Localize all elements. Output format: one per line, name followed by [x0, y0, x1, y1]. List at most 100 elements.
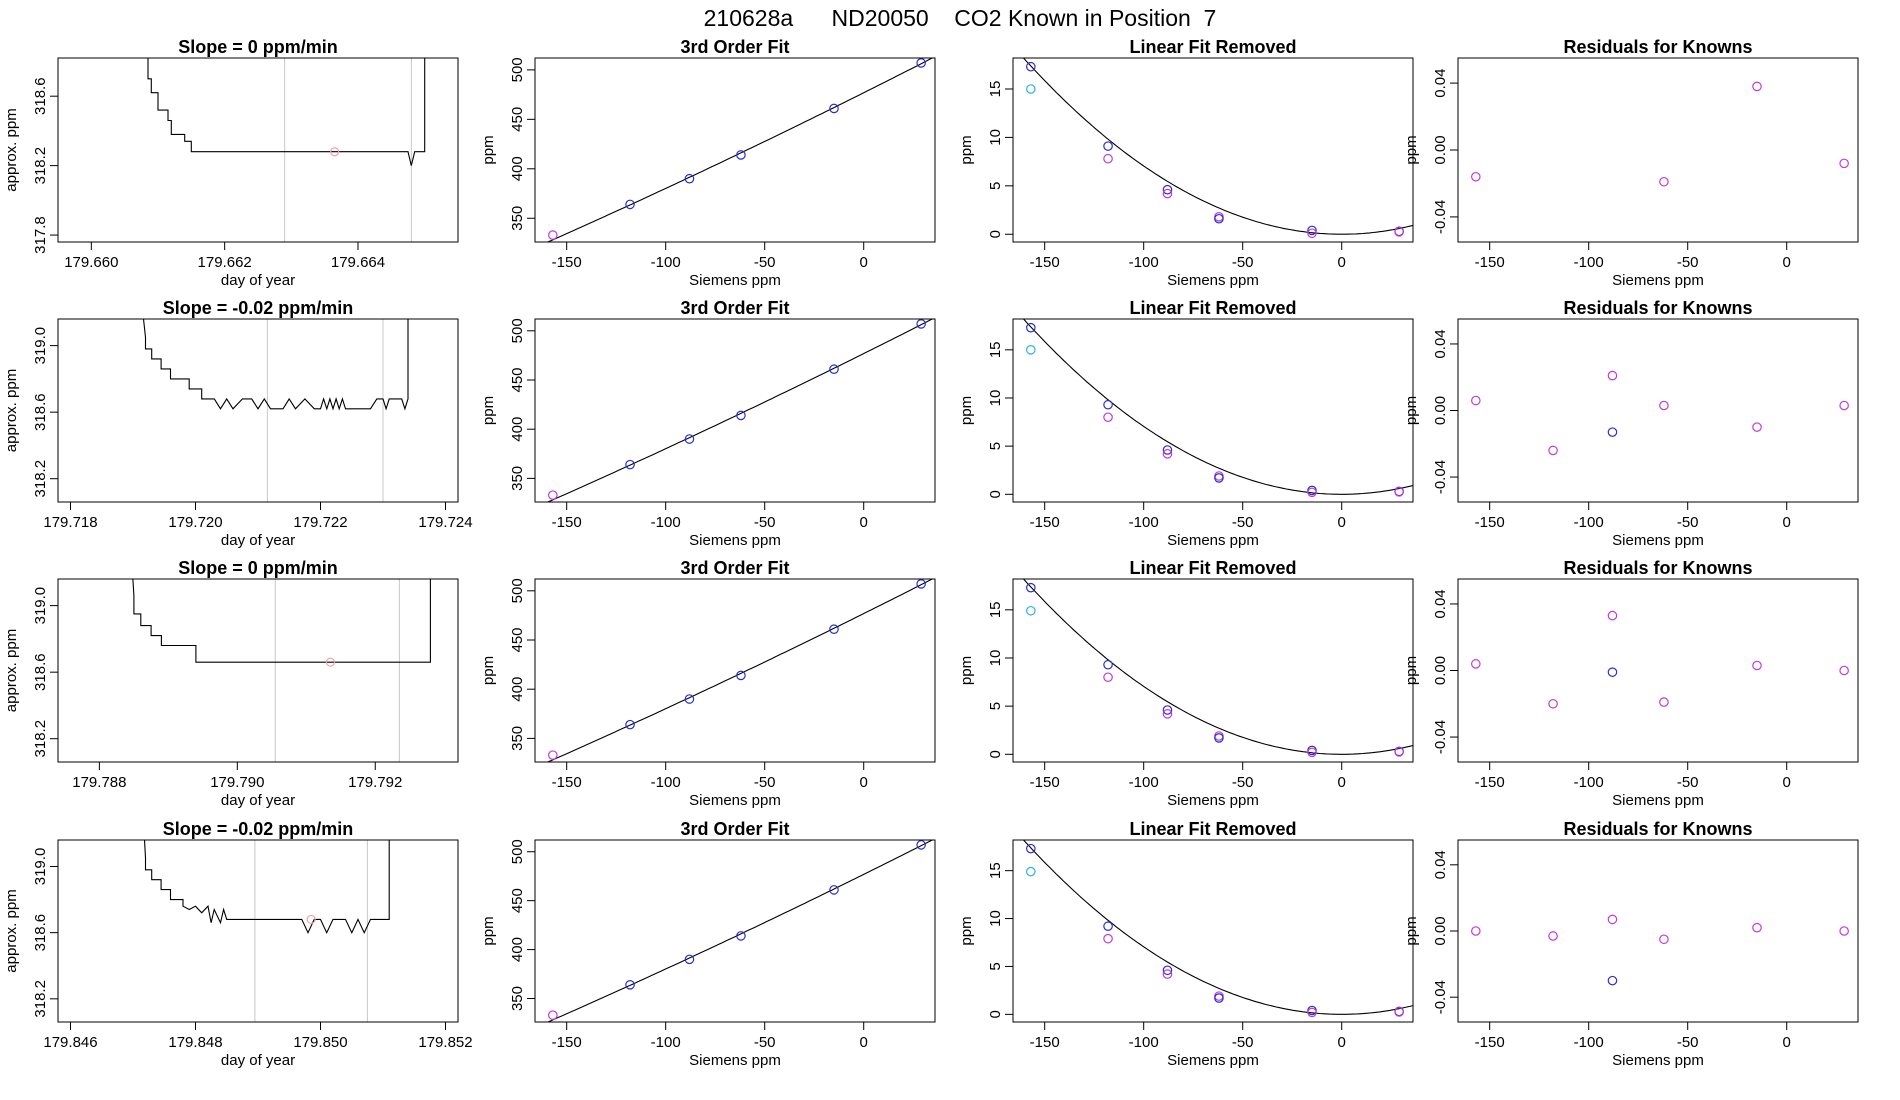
chart-r3c3-data-point [1214, 733, 1224, 743]
chart-r4c1-xtick-label: 179.850 [293, 1034, 347, 1051]
chart-r3c4-plot-area [1471, 610, 1849, 709]
chart-r3c1-xlabel: day of year [221, 792, 295, 809]
chart-r4c2-xtick-label: 0 [860, 1034, 868, 1051]
chart-r3c4-frame [1457, 578, 1859, 763]
chart-r2c1-xlabel: day of year [221, 532, 295, 549]
chart-r4c3-data-point [1026, 866, 1036, 877]
chart-r1c1-series-line [147, 58, 426, 166]
chart-r4c3-plot-area [1022, 840, 1413, 1018]
chart-r4c4: Residuals for Knowns -150 -100 -50 0 -0.04 0.0… [1403, 819, 1859, 1069]
chart-r3c4-data-point [1839, 665, 1849, 676]
chart-r2c3-xlabel: Siemens ppm [1167, 532, 1259, 549]
chart-r1c2-ytick-label: 450 [509, 107, 526, 132]
chart-r4c4-ytick-label: 0.04 [1432, 850, 1449, 879]
chart-r4c1-ylabel: approx. ppm [3, 889, 20, 972]
chart-r1c2-ytick-label: 400 [509, 156, 526, 181]
chart-r3c4: Residuals for Knowns -150 -100 -50 0 -0.04 0.0… [1403, 558, 1859, 809]
chart-r1c1: Slope = 0 ppm/min 179.660 179.662 179.664 31… [3, 37, 459, 289]
chart-r2c3: Linear Fit Removed -150 -100 -50 0 0 5 10 15 Siem… [958, 298, 1414, 549]
chart-r1c2-plot-area [546, 58, 934, 242]
chart-r1c1-frame [57, 57, 459, 243]
chart-r1c3-data-point [1026, 61, 1036, 72]
chart-r4c3-data-point [1214, 993, 1224, 1003]
chart-r3c3-ytick-label: 15 [987, 601, 1004, 618]
chart-r3c1-title: Slope = 0 ppm/min [178, 558, 338, 578]
chart-r1c2-title: 3rd Order Fit [680, 37, 789, 57]
chart-r2c2-data-point [736, 410, 746, 421]
chart-r3c2-ytick-label: 500 [509, 578, 526, 603]
chart-r2c2-xtick-label: 0 [860, 514, 868, 531]
chart-r2c2-ylabel: ppm [480, 396, 497, 425]
chart-r4c2: 3rd Order Fit -150 -100 -50 0 350 400 450 500 Sie… [480, 819, 936, 1069]
chart-r4c2-fit-curve [546, 840, 934, 1022]
chart-r2c3-xtick-label: -50 [1232, 514, 1254, 531]
chart-r1c1-ytick-label: 317.8 [32, 216, 49, 254]
chart-r1c2-data-point [829, 103, 839, 114]
chart-r1c4-xtick-label: -100 [1574, 254, 1604, 271]
chart-r1c3-data-point [1307, 228, 1317, 239]
chart-r1c4-xlabel: Siemens ppm [1612, 272, 1704, 289]
chart-r1c3-xlabel: Siemens ppm [1167, 272, 1259, 289]
chart-r3c2-ylabel: ppm [480, 656, 497, 685]
chart-r4c3-xtick-label: -150 [1030, 1034, 1060, 1051]
chart-r2c2: 3rd Order Fit -150 -100 -50 0 350 400 450 500 Sie… [480, 298, 936, 549]
chart-r4c1-ytick-label: 318.2 [32, 980, 49, 1018]
chart-r2c3-xtick-label: -150 [1030, 514, 1060, 531]
chart-r2c3-data-point [1307, 485, 1317, 496]
chart-r1c2-data-point [548, 230, 558, 240]
chart-r1c3-ytick-label: 10 [987, 129, 1004, 146]
chart-r2c1-frame [57, 318, 459, 503]
chart-r1c4-xtick-label: -150 [1475, 254, 1505, 271]
chart-r2c2-ytick-label: 450 [509, 367, 526, 392]
chart-r1c2-data-point [684, 173, 695, 184]
chart-r4c4-ytick-label: -0.04 [1432, 980, 1449, 1014]
chart-r4c2-frame [534, 839, 936, 1023]
chart-r3c3-xlabel: Siemens ppm [1167, 792, 1259, 809]
chart-r2c4-xtick-label: -50 [1677, 514, 1699, 531]
chart-r2c4-xtick-label: -150 [1475, 514, 1505, 531]
chart-r2c4-data-point [1548, 445, 1558, 456]
chart-r1c3-data-point [1394, 227, 1404, 237]
chart-r4c1-title: Slope = -0.02 ppm/min [163, 819, 354, 839]
chart-r1c2-frame [534, 57, 936, 243]
chart-r4c3-data-point [1307, 1005, 1317, 1016]
chart-r4c3-ytick-label: 5 [987, 962, 1004, 970]
chart-r1c4-frame [1457, 57, 1859, 243]
chart-r3c2-data-point [625, 719, 635, 730]
chart-r2c2-data-point [684, 434, 695, 444]
chart-r3c1-series-line [132, 579, 431, 663]
chart-r3c3-title: Linear Fit Removed [1129, 558, 1296, 578]
chart-r2c1-xtick-label: 179.720 [168, 514, 222, 531]
chart-r3c1-ytick-label: 318.6 [32, 653, 49, 691]
chart-r4c3-ytick-label: 0 [987, 1010, 1004, 1018]
chart-r3c4-xtick-label: -50 [1677, 774, 1699, 791]
chart-r2c3-ytick-label: 5 [987, 442, 1004, 450]
chart-r4c3-title: Linear Fit Removed [1129, 819, 1296, 839]
chart-r4c4-xtick-label: 0 [1783, 1034, 1791, 1051]
chart-r2c4-ylabel: ppm [1403, 396, 1420, 425]
chart-r1c3-data-point [1103, 141, 1113, 151]
chart-r4c2-title: 3rd Order Fit [680, 819, 789, 839]
chart-r1c1-ylabel: approx. ppm [3, 108, 20, 191]
chart-r1c3-xtick-label: -50 [1232, 254, 1254, 271]
chart-r2c1-title: Slope = -0.02 ppm/min [163, 298, 354, 318]
chart-r2c4-data-point [1471, 395, 1481, 406]
chart-r3c3-data-point [1103, 659, 1113, 670]
chart-r4c2-ytick-label: 500 [509, 839, 526, 864]
chart-r4c3-data-point [1162, 969, 1173, 979]
chart-r3c4-data-point [1607, 610, 1618, 621]
chart-r3c2-xtick-label: -50 [754, 774, 776, 791]
chart-r1c3-data-point [1214, 212, 1224, 222]
chart-r1c1-title: Slope = 0 ppm/min [178, 37, 338, 57]
chart-r1c2-xtick-label: 0 [860, 254, 868, 271]
chart-r2c3-data-point [1307, 487, 1317, 498]
chart-r4c3-data-point [1103, 921, 1113, 932]
chart-r4c2-data-point [916, 840, 926, 850]
chart-r3c2-fit-curve [546, 579, 934, 762]
chart-r1c4-ylabel: ppm [1403, 135, 1420, 164]
chart-r3c4-ylabel: ppm [1403, 656, 1420, 685]
chart-r2c2-xtick-label: -150 [552, 514, 582, 531]
chart-r3c1-marker-point [325, 657, 336, 667]
chart-r3c3-data-point [1307, 745, 1317, 756]
chart-r3c1-ytick-label: 319.0 [32, 587, 49, 625]
